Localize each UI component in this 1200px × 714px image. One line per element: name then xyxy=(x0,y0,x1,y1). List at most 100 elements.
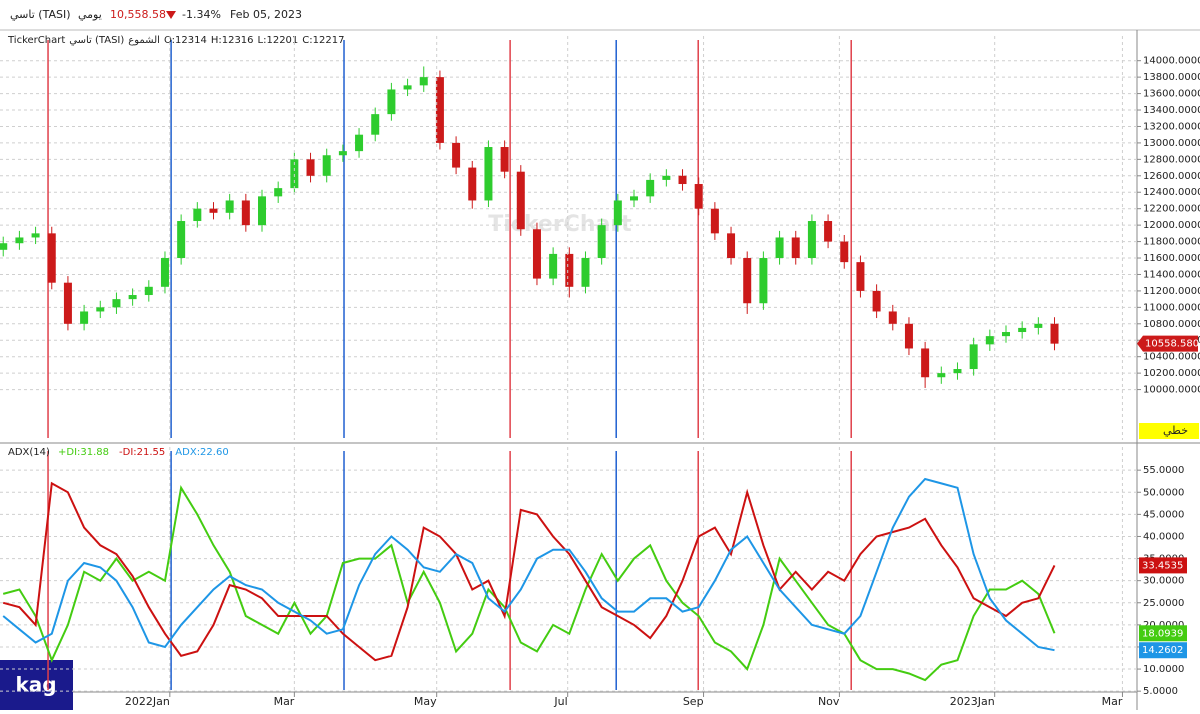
candle-body xyxy=(403,85,412,90)
y-tick-label: 11800.0000 xyxy=(1143,237,1200,248)
candle-body xyxy=(985,336,994,345)
candle-body xyxy=(452,142,461,168)
candle-body xyxy=(807,221,816,259)
candle-body xyxy=(630,196,639,201)
candle-body xyxy=(759,258,768,304)
candle-body xyxy=(581,258,590,287)
y-tick-label: 11000.0000 xyxy=(1143,302,1200,313)
legend-item: -DI:21.55 xyxy=(119,447,165,458)
x-tick-label: 2023Jan xyxy=(950,695,995,708)
candle-body xyxy=(144,286,153,296)
y-tick-label: 12400.0000 xyxy=(1143,187,1200,198)
down-arrow xyxy=(166,11,176,19)
candle-body xyxy=(840,241,849,263)
candle-body xyxy=(177,221,186,259)
candle-body xyxy=(0,243,8,250)
candle-body xyxy=(921,348,930,378)
candle-body xyxy=(727,233,736,259)
y-tick-label: 13600.0000 xyxy=(1143,89,1200,100)
candle-body xyxy=(419,77,428,86)
legend-item: L:12201 xyxy=(258,35,299,46)
x-tick-label: May xyxy=(414,695,437,708)
y-tick-label: 14000.0000 xyxy=(1143,56,1200,67)
candle-body xyxy=(872,290,881,312)
period: يومي xyxy=(78,8,102,21)
candle-body xyxy=(678,175,687,185)
candle-body xyxy=(355,134,364,152)
candle-body xyxy=(274,188,283,197)
legend-item: H:12316 xyxy=(211,35,254,46)
candle-body xyxy=(597,225,606,259)
x-tick-label: Nov xyxy=(818,695,840,708)
y-tick-label: 13400.0000 xyxy=(1143,105,1200,116)
y-tick-label: 5.0000 xyxy=(1143,686,1178,697)
candle-body xyxy=(775,237,784,259)
value-tag: 14.2602 xyxy=(1142,645,1183,656)
y-tick-label: 11400.0000 xyxy=(1143,269,1200,280)
date: Feb 05, 2023 xyxy=(230,8,302,21)
value-tag-bg xyxy=(1139,625,1187,642)
candle-body xyxy=(112,299,121,308)
candle-body xyxy=(15,237,24,244)
y-tick-label: 11600.0000 xyxy=(1143,253,1200,264)
candle-body xyxy=(80,311,89,324)
y-tick-label: 55.0000 xyxy=(1143,465,1184,476)
y-tick-label: 30.0000 xyxy=(1143,576,1184,587)
candle-body xyxy=(953,369,962,374)
indicator-line xyxy=(2,477,1055,652)
legend-item: تاسي (TASI) xyxy=(69,35,124,46)
style-box xyxy=(1139,423,1199,439)
legend-item: O:12314 xyxy=(164,35,207,46)
candle-body xyxy=(532,229,541,279)
candle-body xyxy=(387,89,396,115)
legend-item: الشموع xyxy=(128,35,160,46)
y-tick-label: 10.0000 xyxy=(1143,664,1184,675)
y-tick-label: 11200.0000 xyxy=(1143,286,1200,297)
candle-body xyxy=(937,373,946,378)
legend-item: TickerChart xyxy=(7,35,65,46)
candle-body xyxy=(549,253,558,279)
x-tick-label: 2022Jan xyxy=(125,695,170,708)
price-tag: 10558.5800 xyxy=(1145,339,1200,350)
candle-body xyxy=(969,344,978,370)
candle-body xyxy=(435,77,444,143)
indicator-line xyxy=(2,485,1056,682)
change: -1.34% xyxy=(182,8,221,21)
y-tick-label: 45.0000 xyxy=(1143,509,1184,520)
candle-body xyxy=(128,295,137,300)
candle-body xyxy=(1034,323,1043,328)
badge-text: kag xyxy=(15,673,56,697)
candle-body xyxy=(710,208,719,234)
value-tag-bg xyxy=(1139,642,1187,659)
candle-body xyxy=(31,233,40,238)
candle-body xyxy=(160,258,169,287)
candle-body xyxy=(47,233,56,283)
candle-body xyxy=(1001,332,1010,337)
y-tick-label: 10400.0000 xyxy=(1143,352,1200,363)
y-tick-label: 12800.0000 xyxy=(1143,154,1200,165)
candle-body xyxy=(193,208,202,222)
candle-body xyxy=(565,253,574,287)
candle-body xyxy=(338,151,347,156)
y-tick-label: 12200.0000 xyxy=(1143,204,1200,215)
y-tick-label: 10800.0000 xyxy=(1143,319,1200,330)
value-tag: 33.4535 xyxy=(1142,560,1183,571)
legend-item: +DI:31.88 xyxy=(58,447,109,458)
candle-body xyxy=(258,196,267,226)
candle-body xyxy=(225,200,234,213)
x-tick-label: Mar xyxy=(274,695,295,708)
y-tick-label: 12000.0000 xyxy=(1143,220,1200,231)
candle-body xyxy=(888,311,897,324)
badge xyxy=(0,660,73,710)
candle-body xyxy=(646,179,655,197)
watermark: TickerChart xyxy=(488,212,632,237)
legend-item: ADX:22.60 xyxy=(175,447,228,458)
x-tick-label: Jul xyxy=(553,695,567,708)
candle-body xyxy=(613,200,622,226)
candle-body xyxy=(322,155,331,176)
indicator-line xyxy=(2,481,1056,662)
candle-body xyxy=(791,237,800,259)
candle-body xyxy=(96,307,105,312)
y-tick-label: 13800.0000 xyxy=(1143,72,1200,83)
candle-body xyxy=(484,147,493,201)
